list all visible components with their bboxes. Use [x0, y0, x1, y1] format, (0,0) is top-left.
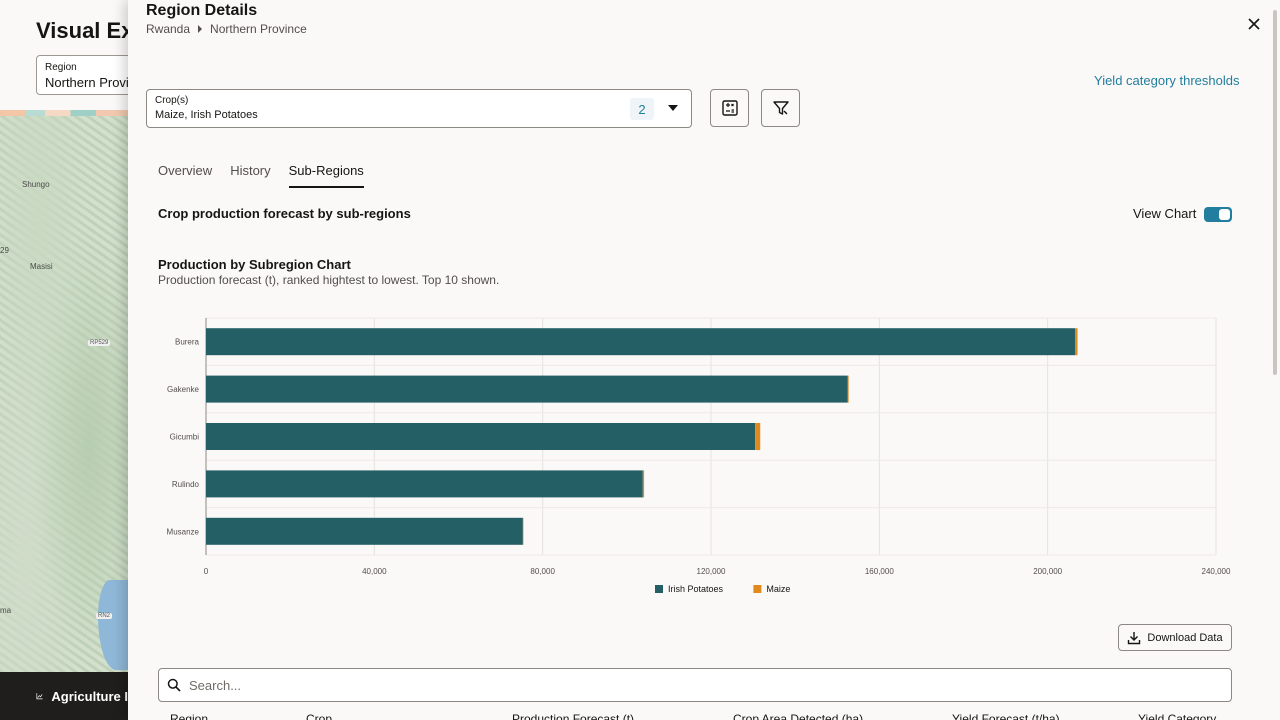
- legend-label: Maize: [766, 584, 790, 594]
- filter-icon: [772, 101, 789, 115]
- bar-irish-potatoes: [206, 423, 756, 450]
- chart-line-icon: [36, 693, 43, 700]
- column-header[interactable]: Region: [170, 712, 209, 720]
- column-header[interactable]: Yield Forecast (t/ha): [952, 712, 1060, 720]
- legend-label: Irish Potatoes: [668, 584, 724, 594]
- tab-overview[interactable]: Overview: [158, 163, 213, 178]
- selected-count-badge: 2: [630, 98, 654, 120]
- column-header[interactable]: Yield Category: [1138, 712, 1217, 720]
- x-tick-label: 240,000: [1202, 567, 1231, 576]
- map-road-label: RN2: [96, 613, 113, 619]
- column-header[interactable]: Crop: [306, 712, 333, 720]
- download-icon: [1128, 631, 1141, 644]
- search-input[interactable]: [189, 677, 1189, 693]
- y-tick-label: Gakenke: [167, 385, 200, 394]
- scrollbar[interactable]: [1273, 10, 1277, 375]
- map-label: 29: [0, 246, 9, 255]
- y-tick-label: Gicumbi: [170, 433, 200, 442]
- breadcrumb-separator-icon: [198, 25, 203, 33]
- caret-down-icon[interactable]: [668, 105, 678, 111]
- map-label: ma: [0, 606, 12, 615]
- calculator-button[interactable]: [710, 89, 749, 127]
- bar-irish-potatoes: [206, 470, 643, 498]
- tab-sub-regions[interactable]: Sub-Regions: [288, 153, 364, 188]
- view-chart-label: View Chart: [1133, 206, 1197, 221]
- legend-swatch: [655, 585, 663, 593]
- app-title: Visual Ex: [36, 18, 134, 43]
- x-tick-label: 160,000: [865, 567, 894, 576]
- y-tick-label: Rulindo: [172, 480, 200, 489]
- crops-select-label: Crop(s): [155, 95, 189, 106]
- bar-irish-potatoes: [206, 517, 523, 545]
- download-data-button[interactable]: Download Data: [1118, 624, 1232, 651]
- breadcrumb: Rwanda Northern Province: [146, 22, 307, 36]
- toggle-knob: [1219, 209, 1230, 220]
- map-label: Shungo: [22, 180, 50, 189]
- search-box[interactable]: [158, 668, 1232, 702]
- crops-select-value: Maize, Irish Potatoes: [155, 109, 258, 121]
- y-tick-label: Musanze: [167, 527, 200, 536]
- x-tick-label: 80,000: [530, 567, 555, 576]
- map-label: Masisi: [30, 262, 53, 271]
- bar-irish-potatoes: [206, 328, 1076, 356]
- section-title: Crop production forecast by sub-regions: [158, 206, 411, 221]
- bar-maize: [755, 423, 761, 450]
- search-icon: [167, 678, 181, 692]
- legend-swatch: [753, 585, 762, 593]
- production-bar-chart: 0 40,000 80,000 120,000 160,000 200,000 240,00…: [167, 317, 1231, 594]
- tab-history[interactable]: History: [230, 163, 271, 178]
- bar-irish-potatoes: [206, 375, 848, 403]
- close-button[interactable]: [1244, 14, 1264, 34]
- crops-select[interactable]: Crop(s) Maize, Irish Potatoes 2: [146, 89, 692, 128]
- region-select-value: Northern Provin: [45, 75, 137, 90]
- drawer-title: Region Details: [146, 2, 258, 19]
- x-tick-label: 120,000: [697, 567, 726, 576]
- x-tick-label: 0: [204, 567, 209, 576]
- x-tick-label: 40,000: [362, 567, 387, 576]
- x-tick-label: 200,000: [1033, 567, 1062, 576]
- close-icon: [1248, 18, 1260, 30]
- tab-bar: Overview History Sub-Regions: [158, 153, 364, 188]
- chart-title: Production by Subregion Chart: [158, 257, 351, 272]
- chart-subtitle: Production forecast (t), ranked hightest…: [158, 273, 500, 287]
- download-data-label: Download Data: [1147, 631, 1223, 644]
- view-chart-toggle[interactable]: [1204, 207, 1232, 222]
- column-header[interactable]: Production Forecast (t): [512, 712, 635, 720]
- column-header[interactable]: Crop Area Detected (ha): [733, 712, 864, 720]
- y-tick-label: Burera: [175, 338, 200, 347]
- bar-maize: [1075, 328, 1078, 356]
- breadcrumb-item[interactable]: Rwanda: [146, 22, 191, 36]
- bar-maize: [847, 375, 849, 403]
- bar-maize: [642, 470, 645, 498]
- table-header-row: Region Crop Production Forecast (t) Crop…: [158, 712, 1232, 720]
- filter-button[interactable]: [761, 89, 800, 127]
- app-footer[interactable]: Agriculture I: [0, 672, 128, 720]
- breadcrumb-item: Northern Province: [210, 22, 307, 36]
- bar-maize: [522, 517, 524, 545]
- region-select-label: Region: [45, 62, 77, 73]
- map-stripe: [0, 110, 128, 116]
- calculator-icon: [721, 100, 738, 116]
- map-lake: [98, 580, 128, 670]
- footer-label: Agriculture I: [51, 688, 128, 704]
- region-details-drawer: Region Details Rwanda Northern Province …: [128, 0, 1280, 720]
- map-road-label: RP529: [88, 340, 111, 346]
- map[interactable]: Shungo Masisi 29 ma RP529 RN2: [0, 110, 128, 672]
- yield-thresholds-link[interactable]: Yield category thresholds: [1094, 73, 1240, 88]
